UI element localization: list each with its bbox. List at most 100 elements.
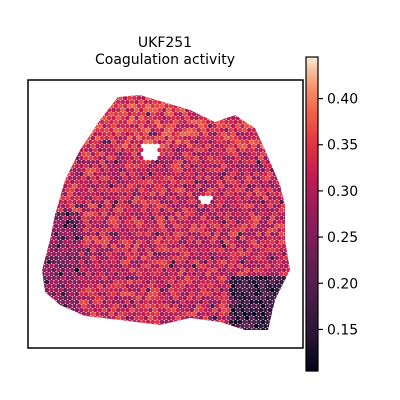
tissue-spot (138, 211, 144, 217)
tissue-spot (214, 199, 220, 205)
tissue-spot (226, 227, 231, 233)
tissue-spot (46, 211, 52, 217)
tissue-spot (194, 315, 199, 321)
tissue-spot (150, 199, 155, 205)
tissue-spot (258, 227, 264, 233)
tissue-spot (175, 219, 181, 225)
tissue-spot (189, 267, 195, 273)
tissue-spot (228, 183, 234, 189)
tissue-spot (184, 299, 190, 305)
tissue-spot (274, 111, 280, 117)
tissue-spot (88, 187, 93, 193)
tissue-spot (76, 303, 82, 309)
tissue-spot (106, 251, 112, 257)
tissue-spot (42, 327, 45, 330)
tissue-spot (270, 295, 275, 301)
tissue-spot (129, 235, 135, 241)
tissue-spot (283, 303, 289, 309)
tissue-spot (118, 279, 123, 285)
tissue-spot (157, 115, 162, 121)
tissue-spot (274, 159, 280, 165)
tissue-spot (118, 199, 123, 205)
tissue-spot (97, 107, 103, 113)
tissue-spot (42, 119, 45, 125)
tissue-spot (187, 175, 192, 181)
tissue-spot (168, 191, 174, 197)
tissue-spot (97, 155, 103, 161)
tissue-spot (106, 283, 112, 289)
tissue-spot (173, 183, 178, 189)
tissue-spot (171, 275, 176, 281)
tissue-spot (256, 119, 261, 125)
tissue-spot (148, 187, 153, 193)
tissue-spot (235, 171, 241, 177)
tissue-spot (237, 247, 243, 253)
tissue-spot (95, 207, 100, 213)
tissue-spot (279, 303, 284, 309)
tissue-spot (125, 123, 130, 129)
tissue-spot (138, 323, 144, 329)
tissue-spot (141, 215, 146, 221)
tissue-spot (42, 175, 45, 181)
tissue-spot (274, 295, 280, 301)
tissue-spot (244, 323, 250, 329)
tissue-spot (291, 220, 296, 225)
tissue-spot (221, 291, 227, 297)
tissue-spot (260, 319, 266, 325)
tissue-spot (237, 287, 243, 293)
tissue-spot (134, 147, 139, 153)
tissue-spot (265, 183, 271, 189)
tissue-spot (46, 131, 52, 137)
tissue-spot (152, 163, 158, 169)
tissue-spot (51, 235, 57, 241)
tissue-spot (263, 283, 268, 289)
tissue-spot (92, 155, 98, 161)
tissue-spot (143, 95, 149, 97)
tissue-spot (63, 127, 68, 133)
tissue-spot (88, 123, 93, 129)
tissue-spot (173, 159, 178, 165)
tissue-spot (63, 135, 68, 141)
tissue-spot (115, 139, 121, 145)
tissue-spot (171, 115, 176, 121)
tissue-spot (196, 247, 201, 253)
tissue-spot (115, 235, 121, 241)
tissue-spot (42, 283, 47, 289)
tissue-spot (286, 267, 290, 273)
tissue-spot (49, 95, 54, 101)
tissue-spot (212, 123, 218, 129)
tissue-spot (125, 139, 130, 145)
tissue-spot (194, 139, 199, 145)
tissue-spot (260, 143, 266, 149)
tissue-spot (58, 175, 63, 181)
tissue-spot (263, 147, 268, 153)
tissue-spot (157, 99, 162, 105)
tissue-spot (260, 263, 266, 269)
tissue-spot (260, 111, 266, 117)
tissue-spot (99, 327, 105, 330)
tissue-spot (134, 95, 139, 97)
tissue-spot (283, 215, 289, 221)
tissue-spot (111, 227, 116, 233)
tissue-spot (210, 151, 215, 157)
tissue-spot (83, 147, 89, 153)
tissue-spot (97, 123, 103, 129)
tissue-spot (79, 307, 84, 313)
tissue-spot (113, 287, 119, 293)
tissue-spot (191, 263, 197, 269)
tissue-spot (136, 103, 142, 109)
tissue-spot (180, 315, 185, 321)
tissue-spot (251, 255, 257, 261)
tissue-spot (53, 151, 59, 157)
tissue-spot (198, 235, 204, 241)
tissue-spot (184, 179, 190, 185)
tissue-spot (182, 159, 188, 165)
tissue-spot (260, 135, 266, 141)
tissue-spot (281, 283, 287, 289)
tissue-spot (263, 299, 268, 305)
tissue-spot (224, 215, 229, 221)
tissue-spot (86, 175, 91, 181)
tissue-spot (270, 143, 275, 149)
tissue-spot (272, 179, 277, 185)
tissue-spot (132, 271, 137, 277)
